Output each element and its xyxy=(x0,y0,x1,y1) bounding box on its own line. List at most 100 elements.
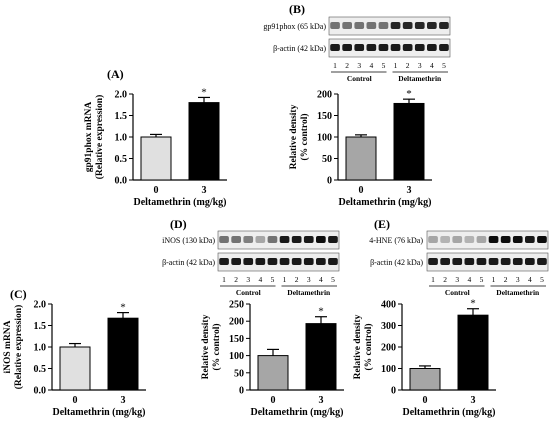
blot-band-target xyxy=(488,236,499,243)
blot-band-loading xyxy=(255,258,266,265)
group-label-control: Control xyxy=(236,288,261,297)
blot-band-loading xyxy=(525,258,535,265)
blot-target-label: 4-HNE (76 kDa) xyxy=(369,236,423,245)
y-tick-label: 200 xyxy=(317,90,332,101)
lane-number: 3 xyxy=(455,275,459,284)
y-tick-label: 2.0 xyxy=(115,90,128,101)
significance-marker: * xyxy=(470,298,476,310)
blot-band-target xyxy=(342,22,352,29)
y-tick-label: 200 xyxy=(381,343,396,354)
blot-band-target xyxy=(440,236,450,243)
blot-band-loading xyxy=(464,258,475,265)
blot-band-loading xyxy=(512,258,523,265)
lane-number: 5 xyxy=(442,61,446,70)
x-axis-title: Deltamethrin (mg/kg) xyxy=(133,197,226,208)
bar xyxy=(457,314,489,391)
blot-band-loading xyxy=(537,258,547,265)
x-tick-label: 3 xyxy=(121,395,126,406)
y-axis-title: iNOS mRNA xyxy=(3,320,13,373)
chart-gp91phox-mrna: 0.0 0.5 1.0 1.5 2.0 gp91phox mRNA (Relative ex… xyxy=(84,86,227,208)
significance-marker: * xyxy=(201,86,207,98)
blot-loading-label: β-actin (42 kDa) xyxy=(162,258,215,267)
significance-marker: * xyxy=(318,306,324,318)
group-label-treatment: Deltamethrin xyxy=(287,288,331,297)
y-tick-label: 100 xyxy=(381,364,396,375)
lane-number: 4 xyxy=(467,275,471,284)
blot-band-loading xyxy=(500,258,511,265)
lane-number: 2 xyxy=(504,275,508,284)
y-axis-title: Relative density xyxy=(201,314,211,379)
lane-number: 3 xyxy=(357,61,361,70)
blot-band-loading xyxy=(279,258,290,265)
blot-band-target xyxy=(279,236,290,243)
lane-number: 4 xyxy=(258,275,262,284)
blot-band-target xyxy=(476,236,487,243)
y-tick-label: 200 xyxy=(229,317,244,328)
y-tick-label: 1.5 xyxy=(34,321,47,332)
x-tick-label: 0 xyxy=(271,395,276,406)
western-blot-gp91phox: gp91phox (65 kDa)β-actin (42 kDa)1 2 3 4 5 1 2… xyxy=(263,16,451,83)
blot-band-loading xyxy=(439,44,449,51)
blot-band-loading xyxy=(219,258,229,265)
blot-band-loading xyxy=(414,44,425,51)
western-blot-4hne: 4-HNE (76 kDa)β-actin (42 kDa)1 2 3 4 5 1 2 3 4 5… xyxy=(369,230,549,297)
lane-number: 3 xyxy=(307,275,311,284)
bar xyxy=(393,102,425,181)
y-tick-label: 100 xyxy=(229,351,244,362)
x-tick-label: 0 xyxy=(423,395,428,406)
blot-band-loading xyxy=(452,258,463,265)
bar xyxy=(59,346,91,391)
significance-marker: * xyxy=(406,88,412,100)
blot-band-loading xyxy=(291,258,302,265)
blot-band-target xyxy=(402,22,413,29)
blot-band-target xyxy=(219,236,229,243)
x-tick-label: 3 xyxy=(202,185,207,196)
y-tick-label: 100 xyxy=(317,133,332,144)
blot-band-loading xyxy=(342,44,352,51)
lane-number: 4 xyxy=(369,61,373,70)
x-tick-label: 3 xyxy=(471,395,476,406)
blot-band-target xyxy=(243,236,254,243)
lane-number: 4 xyxy=(528,275,532,284)
lane-number: 1 xyxy=(283,275,287,284)
group-label-control: Control xyxy=(347,74,372,83)
group-label-treatment: Deltamethrin xyxy=(398,74,442,83)
lane-number: 3 xyxy=(418,61,422,70)
blot-band-loading xyxy=(488,258,499,265)
y-tick-label: 0.5 xyxy=(34,364,47,375)
y-tick-label: 50 xyxy=(234,368,244,379)
x-axis-title: Deltamethrin (mg/kg) xyxy=(250,407,343,418)
lane-number: 1 xyxy=(333,61,337,70)
panel-letter-d: (D) xyxy=(170,217,187,231)
blot-strip-target xyxy=(328,16,451,36)
blot-band-target xyxy=(255,236,266,243)
blot-strip-target xyxy=(426,230,549,250)
bar xyxy=(257,355,289,391)
lane-number: 4 xyxy=(430,61,434,70)
y-tick-label: 250 xyxy=(229,300,244,311)
blot-band-loading xyxy=(402,44,413,51)
blot-band-target xyxy=(354,22,365,29)
lane-number: 3 xyxy=(516,275,520,284)
y-axis-title: (% control) xyxy=(363,323,374,370)
blot-band-target xyxy=(303,236,314,243)
y-tick-label: 1.0 xyxy=(34,343,47,354)
x-axis-title: Deltamethrin (mg/kg) xyxy=(338,197,431,208)
y-tick-label: 0 xyxy=(391,386,396,397)
panel-letter-a: (A) xyxy=(107,67,124,81)
lane-number: 2 xyxy=(295,275,299,284)
lane-number: 1 xyxy=(222,275,226,284)
y-axis-title: (Relative expression) xyxy=(94,95,105,180)
blot-strip-target xyxy=(217,230,340,250)
bar xyxy=(305,323,337,391)
lane-number: 2 xyxy=(406,61,410,70)
blot-band-target xyxy=(537,236,547,243)
y-axis-title: gp91phox mRNA xyxy=(84,102,94,173)
blot-band-target xyxy=(452,236,463,243)
blot-target-label: iNOS (130 kDa) xyxy=(162,236,215,245)
panel-letter-c: (C) xyxy=(10,287,27,301)
y-tick-label: 1.0 xyxy=(115,133,128,144)
blot-band-target xyxy=(291,236,302,243)
blot-band-loading xyxy=(390,44,401,51)
